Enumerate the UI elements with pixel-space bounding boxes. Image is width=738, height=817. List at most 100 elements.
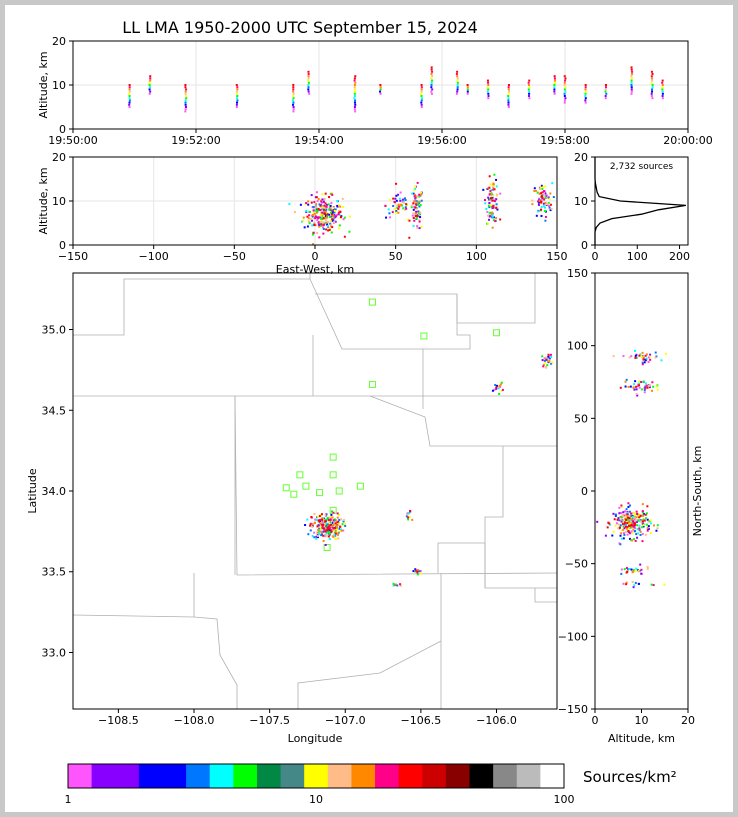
plan-source-point — [541, 359, 544, 362]
vhf-source-point — [630, 81, 633, 84]
ew-source-point — [327, 203, 330, 206]
vhf-source-point — [507, 86, 510, 89]
plan-source-point — [494, 384, 497, 387]
ns-source-point — [637, 514, 640, 517]
plan-source-point — [336, 516, 339, 519]
ew-panel-xlabel: East-West, km — [276, 263, 354, 276]
ew-source-point — [328, 215, 331, 218]
ew-source-point — [329, 211, 332, 214]
ew-source-point — [415, 195, 418, 198]
vhf-source-point — [553, 86, 556, 89]
plan-source-point — [342, 520, 345, 523]
ew-source-point — [337, 227, 340, 230]
ew-source-point — [419, 204, 422, 207]
ew-source-point — [493, 188, 496, 191]
ew-source-point — [403, 208, 406, 211]
ew-source-point — [384, 204, 387, 207]
vhf-source-point — [128, 97, 131, 100]
ns-source-point — [627, 502, 630, 505]
ns-source-point — [656, 388, 659, 391]
plan-source-point — [319, 518, 322, 521]
ns-source-point — [625, 520, 628, 523]
ew-source-point — [549, 203, 552, 206]
ew-source-point — [311, 213, 314, 216]
ns-source-point — [626, 516, 629, 519]
ew-source-point — [330, 192, 333, 195]
vhf-source-point — [149, 77, 152, 80]
lma-station-marker — [282, 484, 290, 492]
ew-source-point — [317, 221, 320, 224]
vhf-source-point — [507, 84, 510, 86]
ew-source-point — [395, 210, 398, 213]
ns-source-point — [652, 584, 655, 587]
plan-source-point — [334, 522, 337, 525]
county-boundary — [234, 395, 558, 576]
ew-source-point — [540, 208, 543, 211]
x-tick-label: 19:50:00 — [48, 134, 97, 147]
x-tick-label: 20:00:00 — [663, 134, 712, 147]
vhf-source-point — [128, 86, 131, 89]
ew-source-point — [330, 231, 333, 234]
vhf-source-point — [148, 86, 151, 89]
ew-source-point — [348, 215, 351, 218]
vhf-source-point — [527, 81, 530, 84]
ew-source-point — [315, 196, 318, 199]
ew-source-point — [414, 185, 417, 188]
ew-source-point — [491, 199, 494, 202]
ew-source-point — [308, 214, 311, 217]
ew-source-point — [495, 194, 498, 197]
ns-source-point — [631, 581, 634, 584]
vhf-source-point — [379, 92, 382, 95]
vhf-source-point — [456, 70, 459, 73]
ew-source-point — [551, 182, 554, 185]
plan-source-point — [342, 529, 345, 532]
vhf-source-point — [307, 79, 310, 82]
vhf-source-point — [379, 84, 382, 86]
ew-source-point — [339, 216, 342, 219]
plan-source-point — [500, 381, 503, 384]
ns-source-point — [633, 383, 636, 386]
ns-source-point — [631, 518, 634, 521]
ns-source-point — [622, 528, 625, 531]
vhf-source-point — [430, 73, 433, 75]
vhf-source-point — [353, 95, 356, 97]
colorbar-segment — [375, 764, 400, 788]
ew-source-point — [404, 206, 407, 209]
ew-source-point — [385, 216, 388, 219]
x-tick-label: 19:54:00 — [294, 134, 343, 147]
ns-xlabel: Altitude, km — [608, 732, 675, 745]
ew-source-point — [336, 204, 339, 207]
ew-source-point — [488, 186, 491, 189]
ns-source-point — [611, 534, 614, 537]
ns-source-point — [629, 504, 632, 507]
ns-source-point — [638, 382, 641, 385]
ns-source-point — [636, 512, 639, 515]
vhf-source-point — [661, 97, 664, 100]
ns-source-point — [606, 526, 609, 529]
vhf-source-point — [553, 88, 556, 91]
vhf-source-point — [584, 86, 587, 89]
ns-source-point — [638, 527, 641, 530]
ns-source-point — [653, 524, 656, 527]
ns-source-point — [623, 533, 626, 536]
ew-source-point — [387, 208, 390, 211]
vhf-source-point — [430, 68, 433, 71]
ew-source-point — [544, 192, 547, 195]
ew-source-point — [394, 197, 397, 200]
colorbar-segment — [351, 764, 376, 788]
plan-source-point — [313, 536, 316, 539]
plan-source-point — [322, 534, 325, 537]
ew-source-point — [336, 213, 339, 216]
vhf-source-point — [420, 106, 423, 108]
ew-source-point — [488, 175, 491, 178]
plan-source-point — [493, 388, 496, 391]
y-tick-label: 33.5 — [42, 566, 67, 579]
figure-title: LL LMA 1950-2000 UTC September 15, 2024 — [122, 18, 478, 37]
plan-source-point — [545, 356, 548, 359]
vhf-source-point — [507, 101, 510, 104]
vhf-source-point — [307, 88, 310, 91]
vhf-source-point — [630, 90, 633, 93]
ns-source-point — [596, 520, 599, 523]
vhf-source-point — [184, 108, 187, 111]
ew-source-point — [311, 224, 314, 227]
